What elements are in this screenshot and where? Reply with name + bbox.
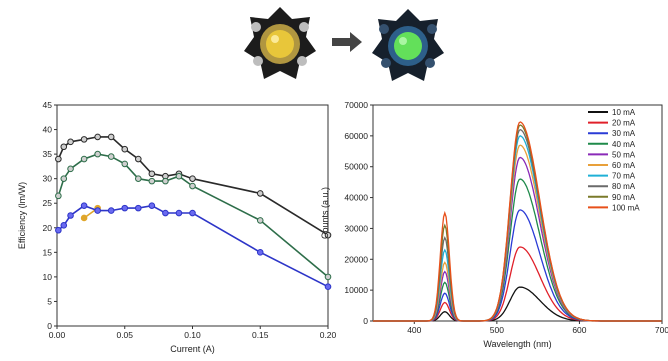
x-tick-label: 600 [572, 325, 586, 335]
efficiency-data-point [121, 204, 129, 212]
spectrum-series-line [373, 121, 662, 322]
y-tick-label: 35 [43, 149, 53, 159]
efficiency-data-point [60, 175, 68, 182]
y-tick-label: 30 [43, 174, 53, 184]
x-tick-label: 500 [490, 325, 504, 335]
y-tick-label: 0 [363, 316, 368, 326]
efficiency-data-point [121, 160, 129, 168]
efficiency-data-point [324, 231, 332, 239]
efficiency-data-point [80, 155, 88, 163]
efficiency-data-point [135, 175, 142, 182]
y-tick-label: 20000 [344, 254, 368, 264]
x-tick-label: 0.20 [320, 330, 337, 340]
efficiency-data-point [256, 249, 264, 256]
plot-frame [372, 104, 663, 322]
efficiency-data-point [256, 217, 264, 224]
y-tick-label: 10000 [344, 285, 368, 295]
y-tick-label: 50000 [344, 162, 368, 172]
efficiency-data-point [55, 155, 62, 163]
legend-label: 30 mA [612, 129, 636, 138]
efficiency-data-point [162, 209, 169, 217]
y-tick-label: 0 [47, 321, 52, 331]
x-tick-label: 0.15 [252, 330, 269, 340]
legend-label: 60 mA [612, 161, 636, 170]
efficiency-data-point [175, 209, 183, 217]
y-tick-label: 40000 [344, 193, 368, 203]
y-axis-label: Efficiency (lm/W) [17, 182, 27, 249]
spectrum-series-line [373, 209, 662, 322]
x-axis-label: Current (A) [170, 344, 215, 354]
efficiency-data-point [67, 212, 74, 219]
legend-label: 50 mA [612, 150, 636, 159]
efficiency-data-point [60, 222, 68, 229]
x-tick-label: 0.00 [49, 330, 66, 340]
efficiency-data-point [175, 172, 183, 180]
legend-label: 70 mA [612, 172, 636, 181]
x-tick-label: 0.05 [116, 330, 133, 340]
y-tick-label: 20 [43, 223, 53, 233]
legend-label: 80 mA [612, 182, 636, 191]
x-tick-label: 400 [407, 325, 421, 335]
right-arrow-icon [332, 32, 362, 52]
y-tick-label: 15 [43, 247, 53, 257]
efficiency-data-point [67, 165, 74, 173]
efficiency-data-point [55, 226, 62, 234]
y-tick-label: 5 [47, 296, 52, 306]
y-tick-label: 30000 [344, 223, 368, 233]
efficiency-data-point [189, 209, 196, 217]
efficiency-data-point [121, 145, 129, 153]
legend-label: 20 mA [612, 119, 636, 128]
efficiency-data-point [148, 177, 156, 185]
y-tick-label: 60000 [344, 131, 368, 141]
legend-label: 100 mA [612, 203, 640, 212]
spectrum-series-line [373, 246, 662, 322]
efficiency-data-point [94, 207, 101, 214]
x-axis-label: Wavelength (nm) [483, 339, 551, 349]
spectrum-series-line [373, 286, 662, 322]
efficiency-data-point [107, 207, 115, 214]
efficiency-data-point [324, 283, 332, 291]
efficiency-series-line [57, 204, 329, 288]
efficiency-chart: 0.00 0.05 0.10 0.15 0.20 0 5 10 15 20 25 30 35 40 45 Cu… [17, 100, 337, 354]
efficiency-data-point [107, 153, 115, 160]
efficiency-data-point [67, 138, 74, 146]
efficiency-data-point [94, 150, 101, 158]
x-tick-label: 0.10 [184, 330, 201, 340]
efficiency-data-point [148, 202, 156, 209]
efficiency-data-point [256, 190, 264, 197]
efficiency-data-point [324, 273, 332, 281]
green-led-photo [368, 5, 448, 85]
y-tick-label: 70000 [344, 100, 368, 110]
y-tick-label: 40 [43, 125, 53, 135]
efficiency-data-point [107, 133, 115, 141]
y-tick-label: 25 [43, 198, 53, 208]
efficiency-data-point [80, 136, 88, 143]
efficiency-data-point [148, 170, 156, 178]
efficiency-data-point [135, 204, 142, 212]
efficiency-data-point [60, 143, 68, 151]
y-axis-label: Counts (a.u.) [320, 187, 330, 239]
efficiency-data-point [135, 155, 142, 163]
x-tick-label: 700 [655, 325, 668, 335]
y-tick-label: 45 [43, 100, 53, 110]
efficiency-data-point [189, 182, 196, 190]
legend-label: 40 mA [612, 140, 636, 149]
efficiency-data-point [80, 214, 88, 222]
y-tick-label: 10 [43, 272, 53, 282]
efficiency-data-point [80, 202, 88, 209]
spectrum-chart: 400 500 600 700 0 10000 20000 30000 40000 50000 60… [320, 100, 668, 349]
yellow-led-photo [240, 3, 320, 83]
efficiency-data-point [55, 192, 62, 200]
efficiency-data-point [162, 177, 169, 185]
legend-label: 10 mA [612, 108, 636, 117]
legend-label: 90 mA [612, 193, 636, 202]
efficiency-data-point [189, 175, 196, 182]
efficiency-data-point [94, 133, 101, 141]
